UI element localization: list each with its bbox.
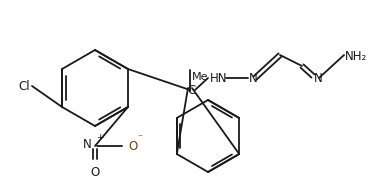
Text: N: N xyxy=(249,71,258,84)
Text: HN: HN xyxy=(210,71,227,84)
Text: N: N xyxy=(314,71,323,84)
Text: N: N xyxy=(83,139,92,152)
Text: +: + xyxy=(96,133,103,142)
Text: O: O xyxy=(128,139,137,152)
Text: Me: Me xyxy=(192,72,209,82)
Text: ⁻: ⁻ xyxy=(137,133,142,143)
Text: Cl: Cl xyxy=(18,80,30,92)
Text: NH₂: NH₂ xyxy=(345,49,367,62)
Text: O: O xyxy=(90,166,100,179)
Text: C: C xyxy=(187,83,195,96)
